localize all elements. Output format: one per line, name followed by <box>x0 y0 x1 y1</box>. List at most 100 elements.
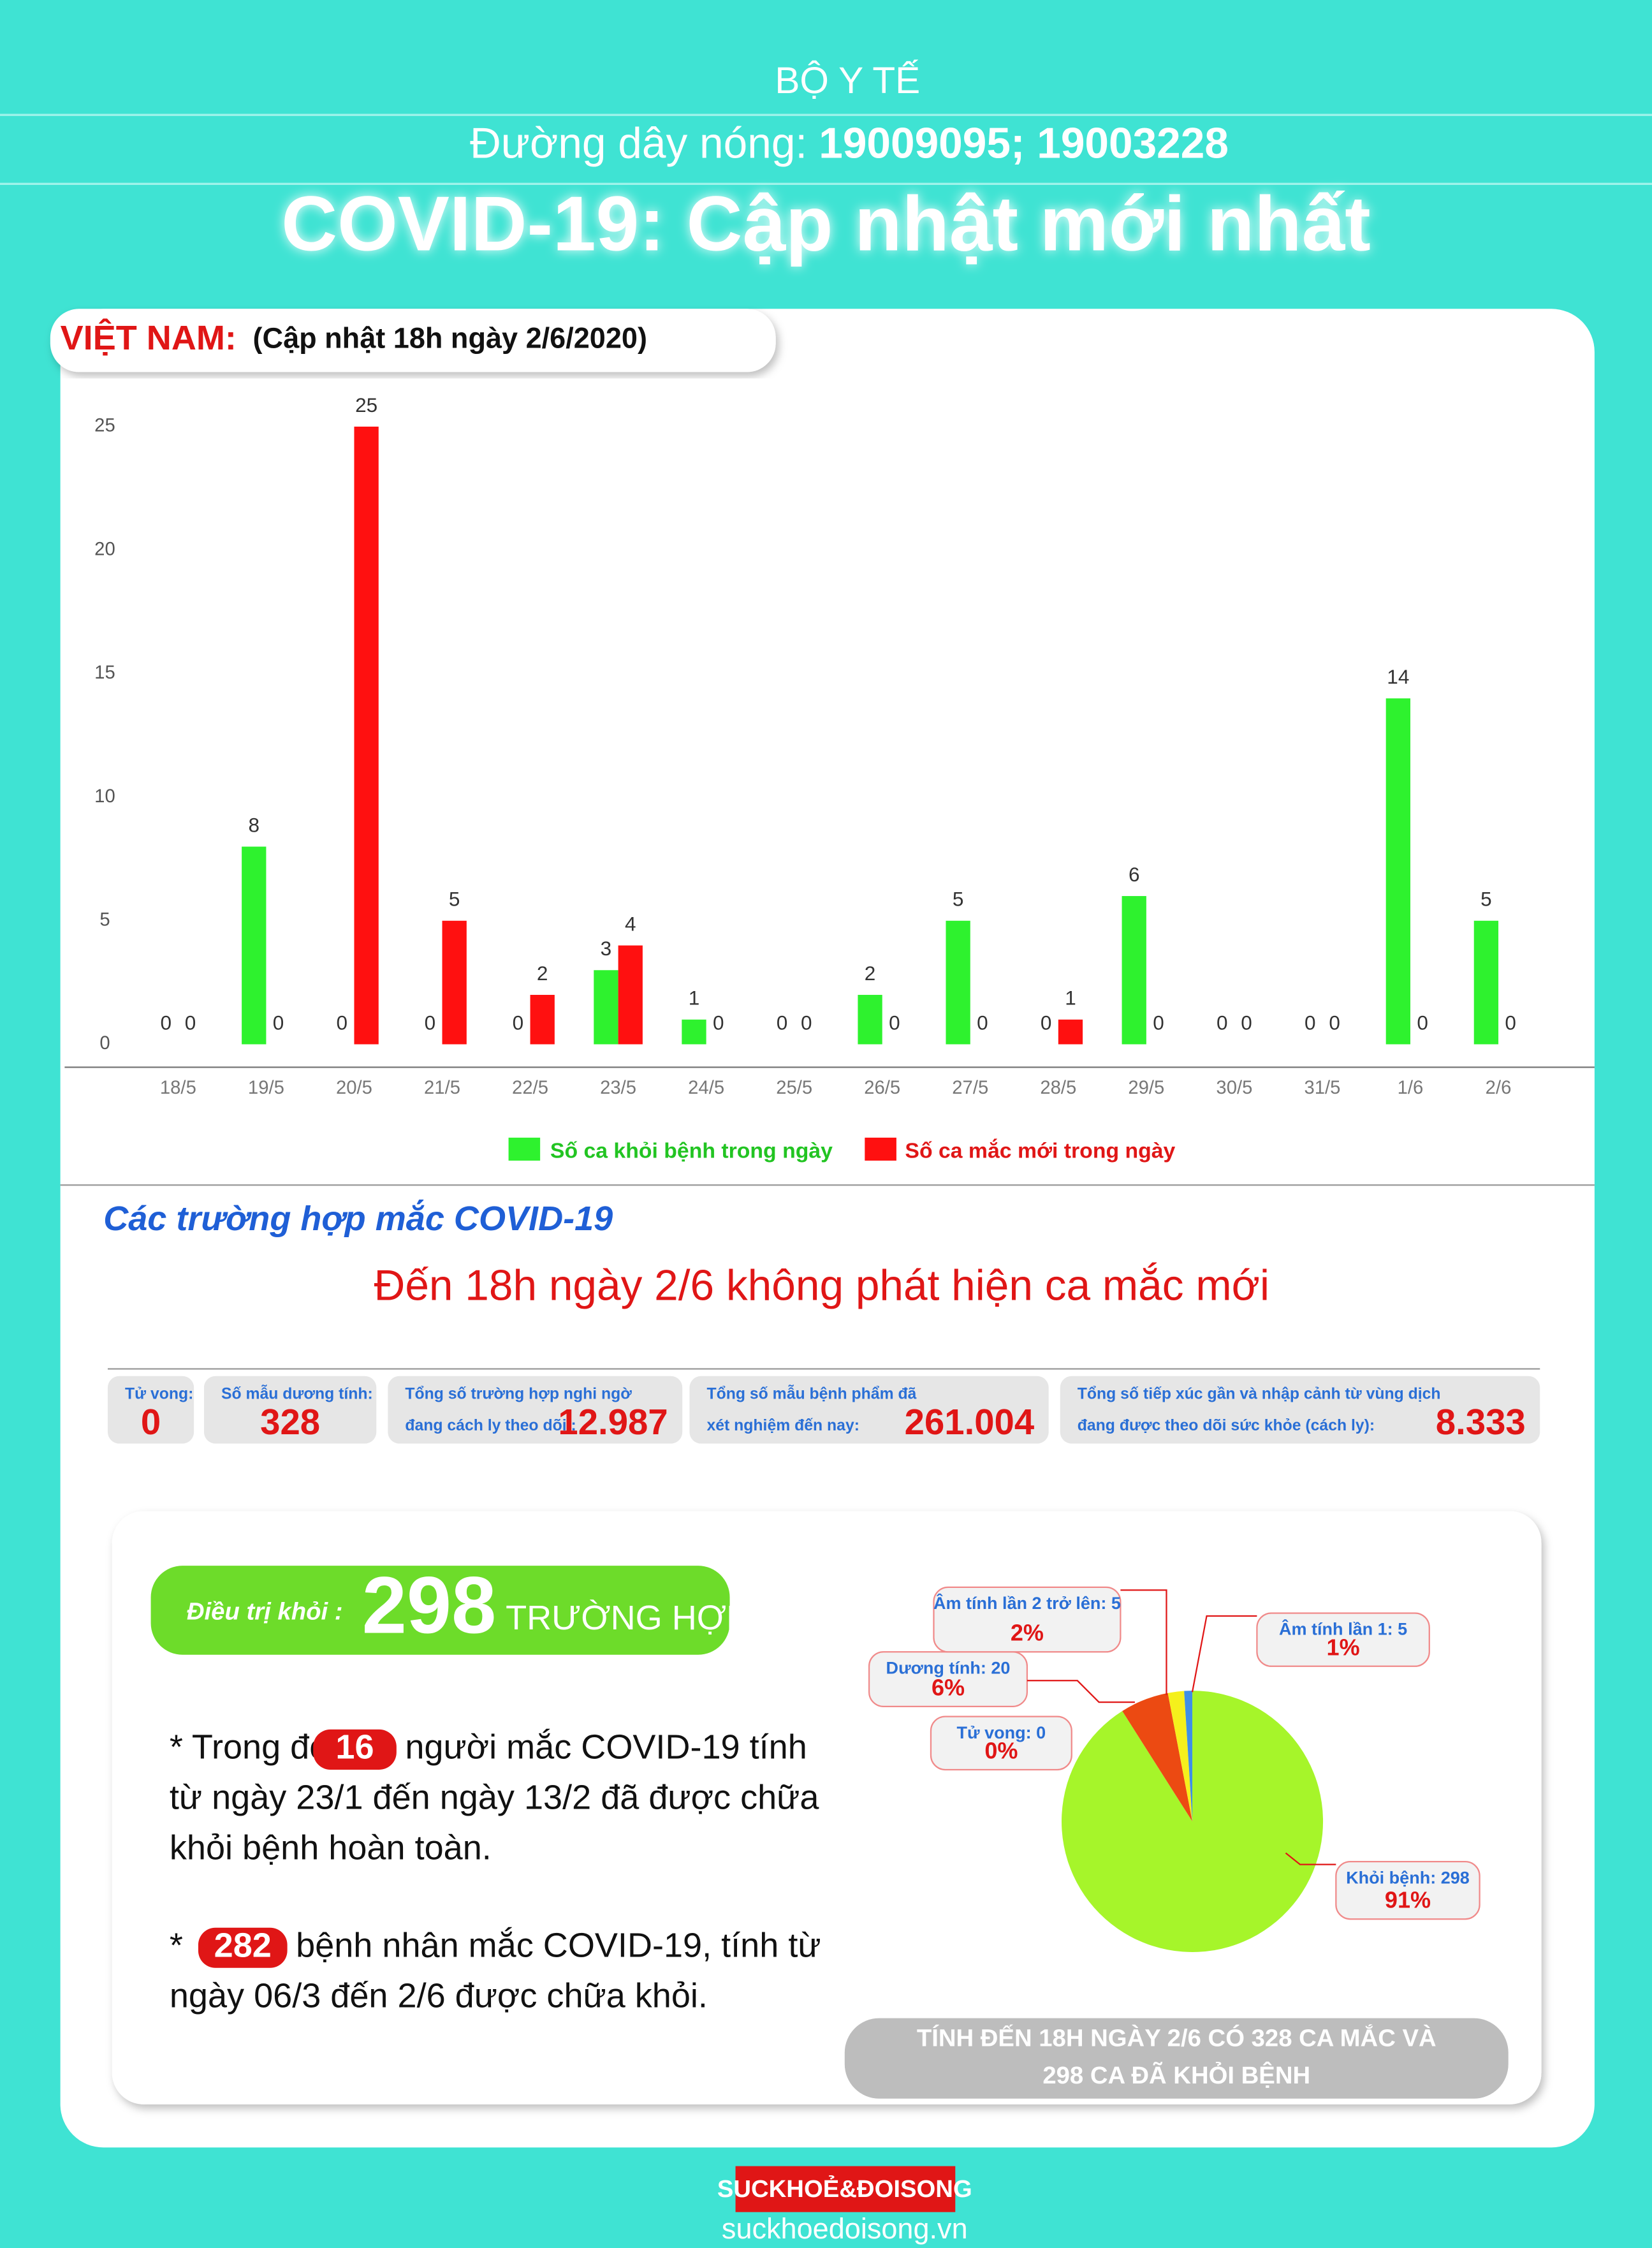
data-label: 0 <box>1417 1011 1428 1034</box>
note-line: từ ngày 23/1 đến ngày 13/2 đã được chữa <box>170 1779 820 1817</box>
notes: * Trong đó,16 người mắc COVID-19 tính từ n… <box>170 1728 821 2015</box>
note-number: 282 <box>214 1927 272 1965</box>
data-label: 0 <box>889 1011 900 1034</box>
callout-label: Âm tính lần 1: 5 <box>1279 1619 1407 1639</box>
summary-pill <box>844 2018 1509 2099</box>
stat-value: 8.333 <box>1436 1402 1526 1442</box>
recovered-pill <box>150 1566 730 1655</box>
bar <box>242 846 267 1045</box>
callout-box <box>933 1586 1122 1653</box>
bar <box>682 1019 706 1045</box>
stat-box <box>203 1376 377 1444</box>
data-label: 0 <box>513 1011 524 1034</box>
recovered-number: 298 <box>362 1561 496 1650</box>
data-label: 0 <box>977 1011 988 1034</box>
y-tick-label: 20 <box>94 538 115 559</box>
data-label: 0 <box>1329 1011 1340 1034</box>
callout-value: 0% <box>984 1737 1018 1763</box>
stat-label: Tử vong: <box>125 1386 193 1403</box>
stat-box <box>107 1376 194 1444</box>
main-title: COVID-19: Cập nhật mới nhất <box>281 180 1371 267</box>
bar <box>858 995 882 1045</box>
data-label: 0 <box>185 1011 196 1034</box>
bar <box>1058 1019 1083 1045</box>
header-tab <box>50 309 776 372</box>
bar <box>1473 920 1499 1045</box>
callout-label: Âm tính lần 2 trở lên: 5 <box>933 1593 1121 1613</box>
callout-label: Dương tính: 20 <box>886 1658 1011 1677</box>
data-label: 0 <box>1217 1011 1228 1034</box>
y-tick-label: 25 <box>94 415 115 436</box>
y-tick-label: 5 <box>99 909 110 930</box>
data-label: 0 <box>425 1011 436 1034</box>
data-label: 1 <box>1065 987 1076 1010</box>
url: suckhoedoisong.vn <box>722 2212 968 2245</box>
y-tick-label: 0 <box>99 1032 110 1054</box>
legend-label: Số ca khỏi bệnh trong ngày <box>550 1138 833 1163</box>
x-tick-label: 25/5 <box>776 1077 812 1098</box>
country: VIỆT NAM: <box>61 318 237 357</box>
stat-label: đang cách ly theo dõi : <box>405 1417 576 1434</box>
stats: Tử vong:0 Số mẫu dương tính:328 Tổng số tr… <box>107 1376 1540 1444</box>
stat-value: 261.004 <box>905 1402 1035 1442</box>
x-tick-label: 24/5 <box>688 1077 724 1098</box>
data-label: 0 <box>337 1011 348 1034</box>
x-tick-label: 28/5 <box>1040 1077 1076 1098</box>
stat-value: 328 <box>260 1402 320 1442</box>
legend-label: Số ca mắc mới trong ngày <box>905 1138 1175 1163</box>
legend-swatch <box>508 1137 541 1161</box>
bar <box>354 426 379 1045</box>
data-label: 6 <box>1129 863 1140 886</box>
data-label: 5 <box>953 888 964 911</box>
bar <box>618 945 643 1045</box>
data-label: 0 <box>273 1011 284 1034</box>
data-label: 1 <box>689 987 700 1010</box>
recovered-label: Điều trị khỏi : <box>187 1598 343 1626</box>
bar <box>594 970 618 1045</box>
stat-box <box>388 1376 683 1444</box>
bar <box>1122 896 1146 1045</box>
note-line: ngày 06/3 đến 2/6 được chữa khỏi. <box>170 1976 708 2015</box>
stat-label: Số mẫu dương tính: <box>221 1385 373 1403</box>
bar <box>1385 698 1410 1045</box>
y-tick-label: 10 <box>94 786 115 807</box>
note-prefix: * Trong đó, <box>170 1728 338 1767</box>
callout-box <box>930 1715 1072 1771</box>
note-pill <box>198 1927 288 1968</box>
x-tick-label: 18/5 <box>160 1077 196 1098</box>
stat-label: xét nghiệm đến nay: <box>706 1417 859 1434</box>
callout-box <box>1335 1860 1480 1920</box>
pie-slice <box>1184 1691 1193 1822</box>
x-tick-label: 31/5 <box>1304 1077 1340 1098</box>
callout-value: 6% <box>932 1674 965 1700</box>
data-label: 3 <box>601 937 612 960</box>
stat-label: Tổng số tiếp xúc gần và nhập cảnh từ vùn… <box>1078 1386 1441 1403</box>
note-line: bệnh nhân mắc COVID-19, tính từ <box>296 1927 821 1965</box>
data-label: 5 <box>449 888 460 911</box>
callout-line <box>1120 1589 1167 1695</box>
brand: SUCKHOẺ&ĐOISONG <box>717 2175 972 2203</box>
cases-headline: Đến 18h ngày 2/6 không phát hiện ca mắc … <box>374 1261 1269 1309</box>
x-tick-label: 30/5 <box>1216 1077 1252 1098</box>
callout-value: 91% <box>1385 1887 1431 1913</box>
x-tick-label: 1/6 <box>1398 1077 1424 1098</box>
bar <box>946 920 970 1045</box>
stat-value: 12.987 <box>558 1402 668 1442</box>
x-tick-label: 19/5 <box>248 1077 284 1098</box>
callout-box <box>1256 1612 1430 1667</box>
x-tick-label: 2/6 <box>1486 1077 1512 1098</box>
data-label: 14 <box>1387 665 1409 688</box>
x-tick-label: 27/5 <box>952 1077 988 1098</box>
stat-label: Tổng số mẫu bệnh phẩm đã <box>706 1385 916 1403</box>
data-label: 0 <box>1153 1011 1164 1034</box>
pie-slice <box>1167 1691 1193 1822</box>
note-pill <box>313 1729 397 1770</box>
brand-box <box>735 2166 956 2212</box>
recovered-card <box>112 1511 1542 2105</box>
callout-value: 2% <box>1011 1620 1044 1646</box>
callout-value: 1% <box>1327 1634 1360 1660</box>
stat-box <box>689 1376 1049 1444</box>
